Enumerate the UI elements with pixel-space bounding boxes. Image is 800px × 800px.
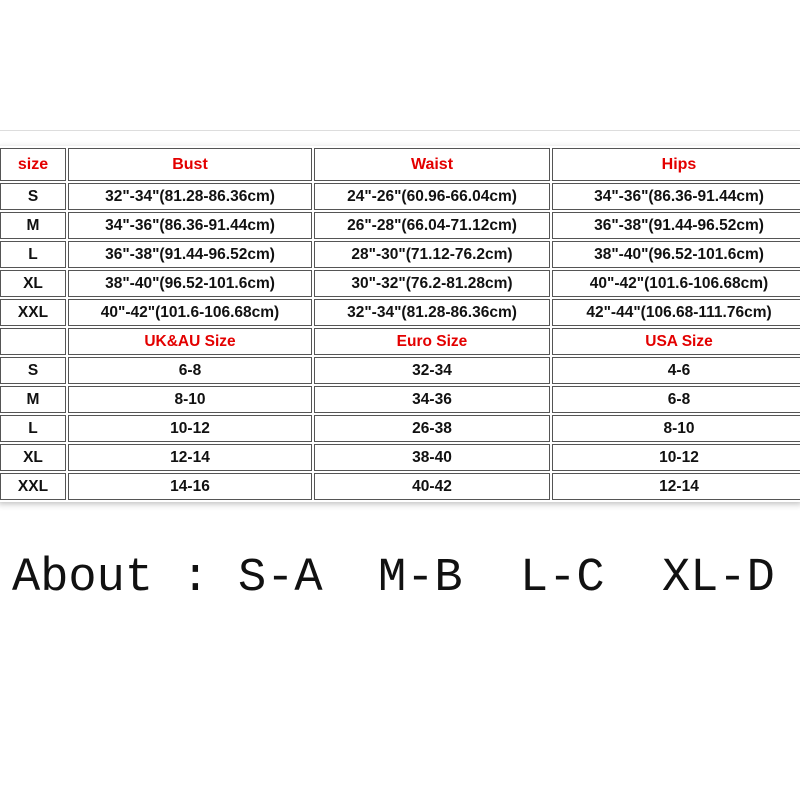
table-row: L 36"-38"(91.44-96.52cm) 28"-30"(71.12-76.…: [0, 241, 800, 268]
table-cell: 32"-34"(81.28-86.36cm): [314, 299, 550, 326]
size-table: size Bust Waist Hips S 32"-34"(81.28-86.36cm)…: [0, 146, 800, 502]
table-cell: 38-40: [314, 444, 550, 471]
table-cell: 26"-28"(66.04-71.12cm): [314, 212, 550, 239]
table-cell: S: [0, 183, 66, 210]
table-cell: 6-8: [552, 386, 800, 413]
size-chart: size Bust Waist Hips S 32"-34"(81.28-86.36cm)…: [0, 146, 800, 502]
table-cell: 8-10: [68, 386, 312, 413]
table-row: XXL 40"-42"(101.6-106.68cm) 32"-34"(81.28-…: [0, 299, 800, 326]
table-row: XL 38"-40"(96.52-101.6cm) 30"-32"(76.2-81.…: [0, 270, 800, 297]
table-cell: 34-36: [314, 386, 550, 413]
table-cell: 28"-30"(71.12-76.2cm): [314, 241, 550, 268]
note-item: L-C: [520, 552, 605, 605]
table-cell: L: [0, 241, 66, 268]
table-cell: L: [0, 415, 66, 442]
table-cell: 26-38: [314, 415, 550, 442]
table-cell: 40-42: [314, 473, 550, 500]
table-cell: XL: [0, 270, 66, 297]
table-row: M 8-10 34-36 6-8: [0, 386, 800, 413]
header-cell: Euro Size: [314, 328, 550, 355]
table-cell: 32"-34"(81.28-86.36cm): [68, 183, 312, 210]
table-row: XXL 14-16 40-42 12-14: [0, 473, 800, 500]
table-cell: S: [0, 357, 66, 384]
table-cell: XL: [0, 444, 66, 471]
header-cell: USA Size: [552, 328, 800, 355]
note-label: About :: [12, 552, 210, 605]
header-cell: Bust: [68, 148, 312, 181]
table-cell: 4-6: [552, 357, 800, 384]
table-cell: 10-12: [68, 415, 312, 442]
table-row: size Bust Waist Hips: [0, 148, 800, 181]
table-cell: 42"-44"(106.68-111.76cm): [552, 299, 800, 326]
table-cell: 14-16: [68, 473, 312, 500]
note-item: M-B: [378, 552, 463, 605]
table-row: M 34"-36"(86.36-91.44cm) 26"-28"(66.04-71.…: [0, 212, 800, 239]
table-cell: 34"-36"(86.36-91.44cm): [68, 212, 312, 239]
table-cell: 36"-38"(91.44-96.52cm): [68, 241, 312, 268]
table-cell: XXL: [0, 299, 66, 326]
table-cell: 32-34: [314, 357, 550, 384]
table-row: S 6-8 32-34 4-6: [0, 357, 800, 384]
table-cell: 12-14: [68, 444, 312, 471]
header-cell: Hips: [552, 148, 800, 181]
note-item: XL-D: [662, 552, 775, 605]
size-note: About : S-A M-B L-C XL-D: [0, 552, 800, 608]
table-cell: 6-8: [68, 357, 312, 384]
header-cell: UK&AU Size: [68, 328, 312, 355]
table-cell: M: [0, 212, 66, 239]
table-row: UK&AU Size Euro Size USA Size: [0, 328, 800, 355]
table-cell: 8-10: [552, 415, 800, 442]
table-cell: 12-14: [552, 473, 800, 500]
header-cell: [0, 328, 66, 355]
table-row: S 32"-34"(81.28-86.36cm) 24"-26"(60.96-66.…: [0, 183, 800, 210]
table-cell: 38"-40"(96.52-101.6cm): [68, 270, 312, 297]
table-cell: 34"-36"(86.36-91.44cm): [552, 183, 800, 210]
table-cell: 40"-42"(101.6-106.68cm): [552, 270, 800, 297]
table-cell: 24"-26"(60.96-66.04cm): [314, 183, 550, 210]
table-cell: 30"-32"(76.2-81.28cm): [314, 270, 550, 297]
note-item: S-A: [238, 552, 323, 605]
table-cell: M: [0, 386, 66, 413]
table-row: L 10-12 26-38 8-10: [0, 415, 800, 442]
table-cell: XXL: [0, 473, 66, 500]
table-cell: 38"-40"(96.52-101.6cm): [552, 241, 800, 268]
header-cell: size: [0, 148, 66, 181]
table-row: XL 12-14 38-40 10-12: [0, 444, 800, 471]
divider: [0, 130, 800, 131]
header-cell: Waist: [314, 148, 550, 181]
table-cell: 40"-42"(101.6-106.68cm): [68, 299, 312, 326]
table-cell: 10-12: [552, 444, 800, 471]
table-cell: 36"-38"(91.44-96.52cm): [552, 212, 800, 239]
